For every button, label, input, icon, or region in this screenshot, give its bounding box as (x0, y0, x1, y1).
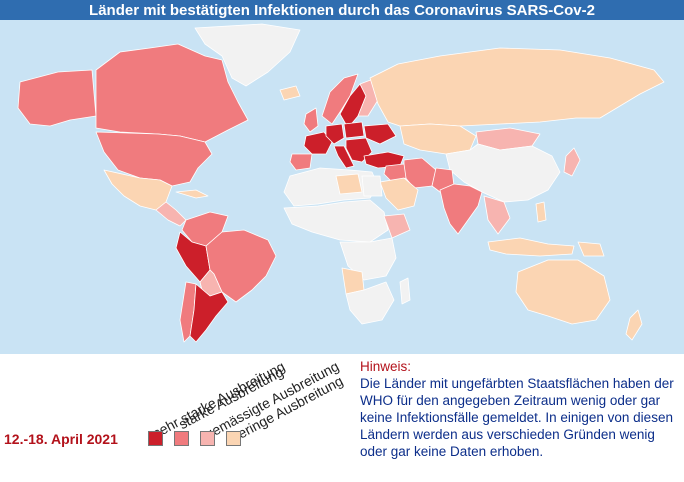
country-philippines (535, 201, 547, 223)
country-germany (325, 123, 345, 145)
country-spain (289, 153, 313, 171)
map-title: Länder mit bestätigten Infektionen durch… (89, 2, 595, 19)
country-egypt (361, 175, 383, 197)
map-credit: Karte: RAOnline (587, 354, 680, 368)
country-se-asia (483, 195, 511, 235)
legend-swatch-gering (226, 431, 241, 446)
country-iceland (279, 85, 301, 101)
country-greenland (194, 23, 301, 87)
country-kazakhstan (399, 123, 477, 155)
map-source: Quelle: WHO (4, 352, 78, 366)
country-poland (343, 121, 365, 139)
country-ukraine (363, 123, 397, 145)
note-body: Die Länder mit ungefärbten Staatsflächen… (360, 376, 674, 459)
country-japan (563, 147, 581, 177)
country-china (445, 143, 561, 203)
country-cuba (175, 189, 209, 199)
country-australia (515, 259, 611, 325)
country-ethiopia (383, 213, 411, 239)
country-west-africa (283, 199, 389, 243)
legend-period: 12.-18. April 2021 (4, 431, 118, 447)
country-southern-africa (345, 281, 395, 325)
country-new-zealand (625, 309, 643, 341)
country-usa (95, 131, 213, 187)
legend-labels: sehr starke Ausbreitung starke Ausbreitu… (0, 354, 360, 482)
country-india (439, 183, 483, 235)
country-png (577, 241, 605, 257)
legend-swatch-stark (174, 431, 189, 446)
legend-swatch-sehr-stark (148, 431, 163, 446)
note-title: Hinweis: (360, 359, 412, 374)
country-argentina (189, 283, 229, 343)
world-map-svg (17, 23, 665, 343)
country-italy (333, 145, 355, 169)
note-box: Hinweis: Die Länder mit ungefärbten Staa… (360, 358, 680, 460)
country-angola (341, 267, 365, 295)
country-uk (303, 107, 319, 133)
country-russia (369, 47, 665, 127)
country-france (303, 131, 333, 155)
country-alaska (17, 69, 97, 127)
country-indonesia (487, 237, 575, 257)
title-bar (0, 0, 684, 20)
country-central-africa (339, 237, 397, 281)
country-norway (321, 73, 359, 125)
country-saudi (379, 177, 419, 211)
world-map: Quelle: WHO Karte: RAOnline (0, 20, 684, 368)
legend-swatch-gemaessigt (200, 431, 215, 446)
country-madagascar (399, 277, 411, 305)
country-libya (335, 173, 363, 195)
